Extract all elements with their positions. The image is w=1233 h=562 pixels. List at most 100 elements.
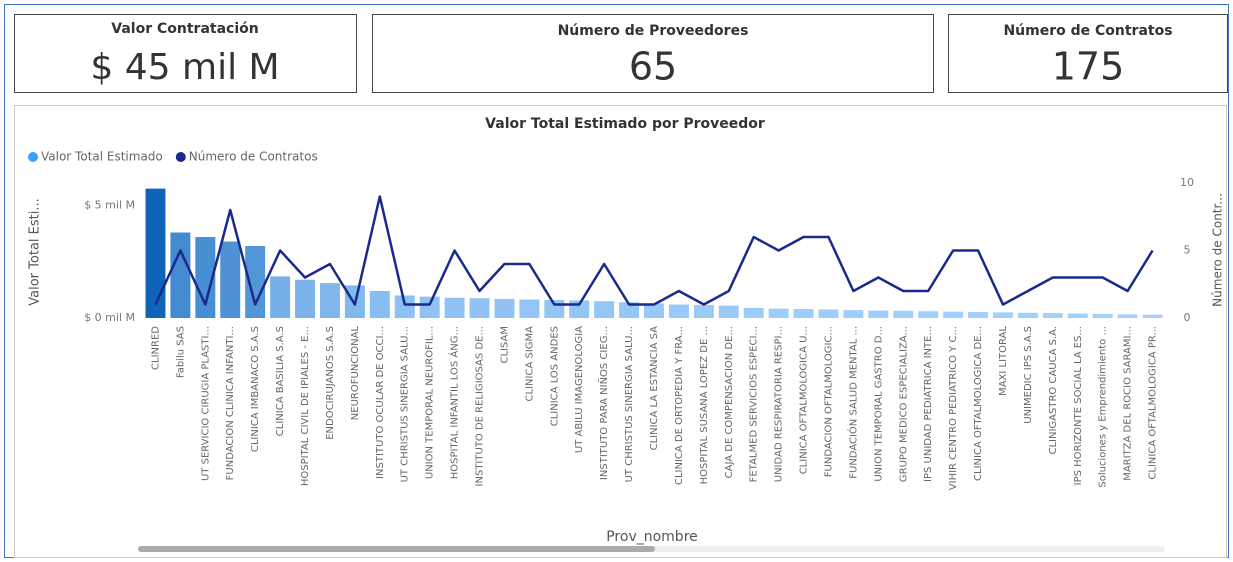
bar [793, 309, 814, 318]
bar [1117, 314, 1138, 318]
bar [943, 311, 964, 318]
x-tick-label: FUNDACION OFTALMOLOGIC... [823, 326, 834, 477]
x-tick-label: HOSPITAL CIVIL DE IPIALES - E... [300, 326, 311, 486]
x-tick-label: ENDOCIRUJANOS S.A.S [325, 326, 336, 440]
bar [1042, 313, 1063, 318]
bar [145, 188, 166, 318]
x-tick-label: CLINICA DE ORTOPEDIA Y FRA... [674, 326, 685, 485]
scrollbar-thumb[interactable] [138, 546, 655, 552]
chart-panel [14, 105, 1227, 558]
x-tick-label: HOSPITAL INFANTIL LOS ÁNG... [448, 326, 461, 479]
x-tick-label: UT ABILU IMAGENOLOGIA [574, 326, 585, 453]
bar [519, 299, 540, 318]
x-tick-label: Soluciones y Emprendimiento ... [1098, 326, 1109, 488]
x-tick-label: UNIMEDIC IPS S.A.S [1023, 326, 1034, 424]
x-axis-title: Prov_nombre [606, 529, 698, 545]
y2-tick-label: 0 [1184, 311, 1191, 324]
bar [494, 298, 515, 318]
card-value: 65 [629, 45, 677, 89]
x-tick-label: CLINICA LA ESTANCIA SA [649, 326, 660, 451]
bar [1067, 313, 1088, 318]
x-tick-label: Fabilu SAS [175, 326, 186, 378]
legend-marker [175, 152, 186, 162]
x-tick-label: CAJA DE COMPENSACION DE... [724, 326, 735, 478]
bar [743, 307, 764, 318]
x-tick-label: FETALMED SERVICIOS ESPECI... [749, 326, 760, 482]
bar [245, 246, 266, 318]
x-tick-label: CLINICA LOS ANDES [549, 326, 560, 426]
x-tick-label: UNION TEMPORAL GASTRO D... [873, 326, 884, 482]
y2-tick-label: 5 [1184, 244, 1191, 257]
bar [644, 303, 664, 318]
x-tick-label: UT SERVICIO CIRUGIA PLASTI... [200, 326, 211, 481]
y2-axis-title: Número de Contr... [1211, 193, 1225, 307]
bar [768, 308, 789, 318]
x-tick-label: VIHIR CENTRO PEDIATRICO Y C... [948, 326, 959, 490]
bar [394, 295, 415, 318]
line [154, 195, 1154, 306]
x-tick-label: INSTITUTO DE RELIGIOSAS DE... [475, 326, 486, 486]
chart-title: Valor Total Estimado por Proveedor [485, 116, 765, 132]
x-tick-label: CLINRED [150, 326, 161, 370]
bar [594, 301, 615, 318]
x-tick-label: INSTITUTO PARA NIÑOS CIEG... [597, 326, 610, 480]
bar [319, 283, 340, 318]
x-tick-label: UT CHRISTUS SINERGIA SALU... [400, 326, 411, 482]
bar [1092, 313, 1113, 318]
bar [1142, 314, 1163, 318]
bar [195, 237, 216, 318]
card [14, 14, 357, 93]
x-tick-label: CLINIGASTRO CAUCA S.A. [1048, 326, 1059, 455]
bar [444, 297, 465, 318]
card-value: $ 45 mil M [90, 47, 279, 88]
x-tick-label: HOSPITAL SUSANA LOPEZ DE ... [699, 326, 710, 484]
y-tick-label: $ 0 mil M [84, 311, 135, 324]
x-tick-label: MAXI LITORAL [998, 326, 1009, 396]
bar [843, 310, 864, 318]
bar [693, 304, 714, 318]
x-tick-label: FUNDACIÓN SALUD MENTAL ... [846, 326, 859, 479]
bar [270, 276, 291, 318]
x-tick-label: UT CHRISTUS SINERGIA SALU... [624, 326, 635, 482]
x-tick-label: CLINICA OFTALMOLOGICA DE... [973, 326, 984, 481]
bar [893, 310, 914, 318]
x-tick-label: IPS HORIZONTE SOCIAL LA ES... [1073, 326, 1084, 485]
x-tick-label: INSTITUTO OCULAR DE OCCI... [375, 326, 386, 479]
bar [295, 279, 315, 318]
x-tick-label: CLISAM [499, 326, 510, 364]
legend-marker [28, 152, 38, 162]
bar [918, 311, 939, 318]
bar [818, 309, 839, 318]
x-tick-label: MARITZA DEL ROCIO SARAMI... [1123, 326, 1134, 481]
card-title: Valor Contratación [111, 21, 258, 37]
x-tick-label: CLINICA OFTALMOLOGICA U... [799, 326, 810, 474]
bar [1017, 312, 1038, 318]
x-tick-label: IPS UNIDAD PEDIATRICA INTE... [923, 326, 934, 482]
card [948, 14, 1228, 93]
y2-tick-label: 10 [1180, 176, 1194, 189]
y-axis-title: Valor Total Esti... [28, 198, 43, 305]
legend-label: Número de Contratos [189, 150, 318, 164]
bar [220, 241, 241, 318]
bar [469, 298, 490, 318]
card-title: Número de Contratos [1003, 23, 1172, 39]
x-tick-label: CLINICA OFTALMOLOGICA PR... [1148, 326, 1159, 480]
x-tick-label: CLINICA IMBANACO S.A.S [250, 326, 261, 452]
x-tick-label: CLINICA BASILIA S.A.S [275, 326, 286, 436]
bar [968, 311, 989, 318]
legend-label: Valor Total Estimado [41, 150, 163, 164]
bar [619, 302, 640, 318]
card-value: 175 [1052, 45, 1125, 89]
x-tick-label: GRUPO MEDICO ESPECIALIZA... [898, 326, 909, 482]
y-tick-label: $ 5 mil M [84, 199, 135, 212]
x-tick-label: CLINICA SIGMA [524, 326, 535, 402]
bar [170, 232, 191, 318]
card-title: Número de Proveedores [558, 23, 749, 39]
x-tick-label: NEUROFUNCIONAL [350, 326, 361, 421]
x-tick-label: FUNDACION CLINICA INFANTI... [225, 326, 236, 480]
card [372, 14, 934, 93]
x-tick-label: UNIDAD RESPIRATORIA RESPI... [774, 326, 785, 482]
bar [868, 310, 889, 318]
bar [718, 305, 739, 318]
